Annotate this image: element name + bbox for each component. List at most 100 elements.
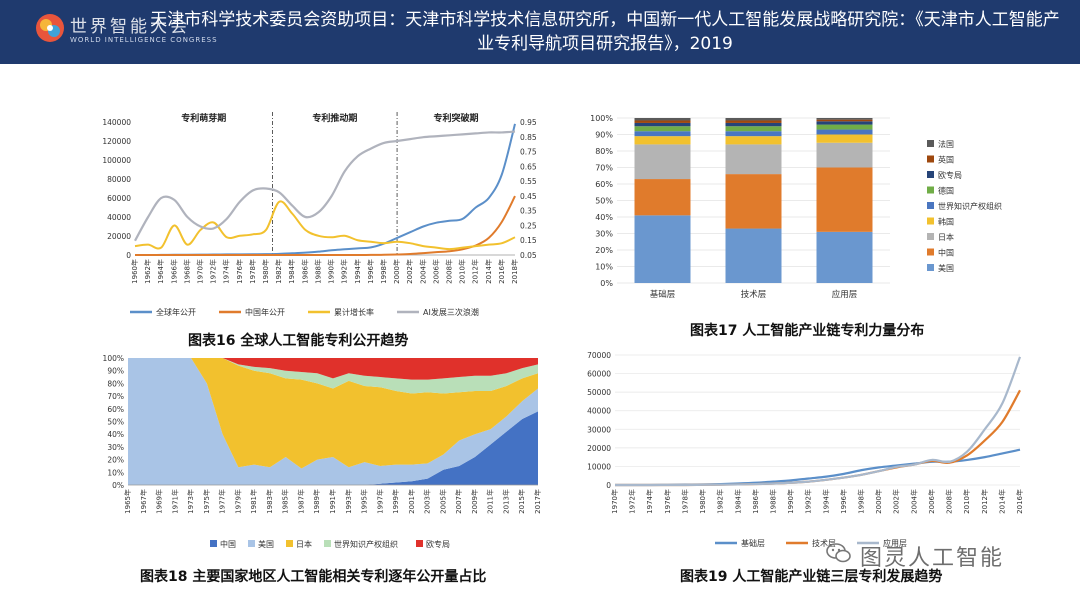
y-left-tick-label: 40000 xyxy=(107,213,131,222)
fig16-x-tick-label: 1968年 xyxy=(182,259,191,284)
legend-swatch xyxy=(248,540,255,547)
chart-fig18: 0% 10% 20% 30% 40% 50% 60% 70% 80% 90% 100% 1965年 19… xyxy=(90,350,550,555)
legend-swatch xyxy=(927,217,934,225)
fig16-x-tick-label: 1986年 xyxy=(300,259,309,284)
fig18-x-tick-label: 2013年 xyxy=(501,489,510,514)
y-tick-label: 100% xyxy=(103,354,124,363)
legend-swatch xyxy=(927,264,934,271)
legend-swatch xyxy=(324,540,331,547)
fig19-x-tick-label: 1982年 xyxy=(716,489,725,514)
legend-label: 日本 xyxy=(296,539,312,549)
fig16-x-tick-label: 1970年 xyxy=(196,259,205,284)
y-tick-label: 100% xyxy=(590,114,613,123)
fig16-x-tick-label: 1982年 xyxy=(274,259,283,284)
y-tick-label: 50% xyxy=(107,418,124,427)
legend-label: 德国 xyxy=(938,186,954,196)
fig16-x-tick-label: 1978年 xyxy=(248,259,257,284)
fig19-x-tick-label: 1976年 xyxy=(663,489,672,514)
y-left-tick-label: 140000 xyxy=(102,118,131,127)
legend-label: 日本 xyxy=(938,232,954,242)
y-tick-label: 0 xyxy=(606,481,611,490)
bar-segment xyxy=(816,231,873,283)
fig19-x-tick-label: 1994年 xyxy=(821,489,830,514)
fig19-x-tick-label: 1978年 xyxy=(680,489,689,514)
bar-segment xyxy=(634,118,691,121)
y-tick-label: 40% xyxy=(595,213,613,222)
fig18-x-tick-label: 1967年 xyxy=(139,489,148,514)
y-tick-label: 60% xyxy=(595,180,613,189)
y-tick-label: 60% xyxy=(107,405,124,414)
legend-swatch xyxy=(927,140,934,147)
fig18-x-tick-label: 1995年 xyxy=(360,489,369,514)
fig18-x-tick-label: 1979年 xyxy=(233,489,242,514)
fig16-x-tick-label: 2010年 xyxy=(458,259,467,284)
legend-swatch xyxy=(927,248,934,256)
fig19-x-tick-label: 1988年 xyxy=(768,489,777,514)
y-right-tick-label: 0.75 xyxy=(520,148,537,157)
watermark-text: 图灵人工智能 xyxy=(860,546,1005,571)
fig16-x-tick-label: 1990年 xyxy=(327,259,336,284)
chart-fig16: 0 20000 40000 60000 80000 100000 120000 140000 0… xyxy=(90,100,560,330)
y-tick-label: 90% xyxy=(595,131,613,140)
fig16-x-tick-label: 1972年 xyxy=(209,259,218,284)
fig18-x-tick-label: 1965年 xyxy=(123,489,132,514)
period-label: 专利推动期 xyxy=(312,112,357,124)
legend-label: 美国 xyxy=(258,539,274,549)
fig18-x-tick-label: 2015年 xyxy=(517,489,526,514)
legend-label: 法国 xyxy=(938,139,954,149)
fig16-x-tick-label: 1994年 xyxy=(353,259,362,284)
fig16-x-tick-label: 1996年 xyxy=(366,259,375,284)
fig18-x-tick-label: 2001年 xyxy=(407,489,416,514)
fig16-x-tick-label: 1984年 xyxy=(287,259,296,284)
area-band xyxy=(128,358,538,380)
period-label: 专利突破期 xyxy=(434,112,479,124)
chart-fig19-svg: 0 10000 20000 30000 40000 50000 60000 70000 1970… xyxy=(587,351,1024,548)
area-band xyxy=(128,411,538,485)
fig16-x-tick-label: 1966年 xyxy=(169,259,178,284)
caption-fig17: 图表17 人工智能产业链专利力量分布 xyxy=(690,323,925,339)
y-tick-label: 60000 xyxy=(587,370,611,379)
y-tick-label: 50000 xyxy=(587,388,611,397)
legend-label: 技术层 xyxy=(812,538,836,548)
bar-segment xyxy=(725,118,782,121)
bar-segment xyxy=(816,124,873,130)
fig18-x-tick-label: 1977年 xyxy=(218,489,227,514)
y-left-tick-label: 120000 xyxy=(102,137,131,146)
bar-segment xyxy=(816,118,873,120)
legend-swatch xyxy=(927,202,934,209)
y-right-tick-label: 0.05 xyxy=(520,251,537,260)
bar-segment xyxy=(634,126,691,132)
y-right-tick-label: 0.35 xyxy=(520,207,537,216)
fig18-x-tick-label: 2009年 xyxy=(470,489,479,514)
area-band xyxy=(128,358,538,485)
fig19-x-tick-label: 2002年 xyxy=(892,489,901,514)
legend-label: 世界知识产权组织 xyxy=(938,201,1002,211)
fig19-x-tick-label: 1984年 xyxy=(733,489,742,514)
legend-label: 欧专局 xyxy=(938,170,962,180)
fig18-x-tick-label: 2003年 xyxy=(423,489,432,514)
y-left-tick-label: 100000 xyxy=(102,156,131,165)
fig16-x-tick-label: 1988年 xyxy=(313,259,322,284)
y-left-tick-label: 80000 xyxy=(107,175,131,184)
bar-segment xyxy=(725,120,782,123)
y-left-tick-label: 0 xyxy=(126,251,131,260)
chart-fig16-svg: 0 20000 40000 60000 80000 100000 120000 140000 0… xyxy=(102,112,537,317)
bar-segment xyxy=(816,119,873,122)
x-tick-label: 技术层 xyxy=(741,289,767,300)
fig19-x-tick-label: 2004年 xyxy=(909,489,918,514)
fig16-x-tick-label: 1992年 xyxy=(340,259,349,284)
bar-segment xyxy=(725,131,782,137)
fig19-x-tick-label: 1970年 xyxy=(610,489,619,514)
y-tick-label: 10000 xyxy=(587,462,611,471)
caption-fig16: 图表16 全球人工智能专利公开趋势 xyxy=(188,333,409,349)
y-tick-label: 10% xyxy=(107,468,124,477)
bar-segment xyxy=(725,122,782,127)
legend-swatch xyxy=(927,233,934,240)
y-left-tick-label: 60000 xyxy=(107,194,131,203)
fig16-x-tick-label: 2004年 xyxy=(418,259,427,284)
fig16-x-tick-label: 1976年 xyxy=(235,259,244,284)
fig18-x-tick-label: 1991年 xyxy=(328,489,337,514)
fig19-x-tick-label: 1972年 xyxy=(628,489,637,514)
fig16-x-tick-label: 2014年 xyxy=(484,259,493,284)
legend-swatch xyxy=(927,155,934,163)
